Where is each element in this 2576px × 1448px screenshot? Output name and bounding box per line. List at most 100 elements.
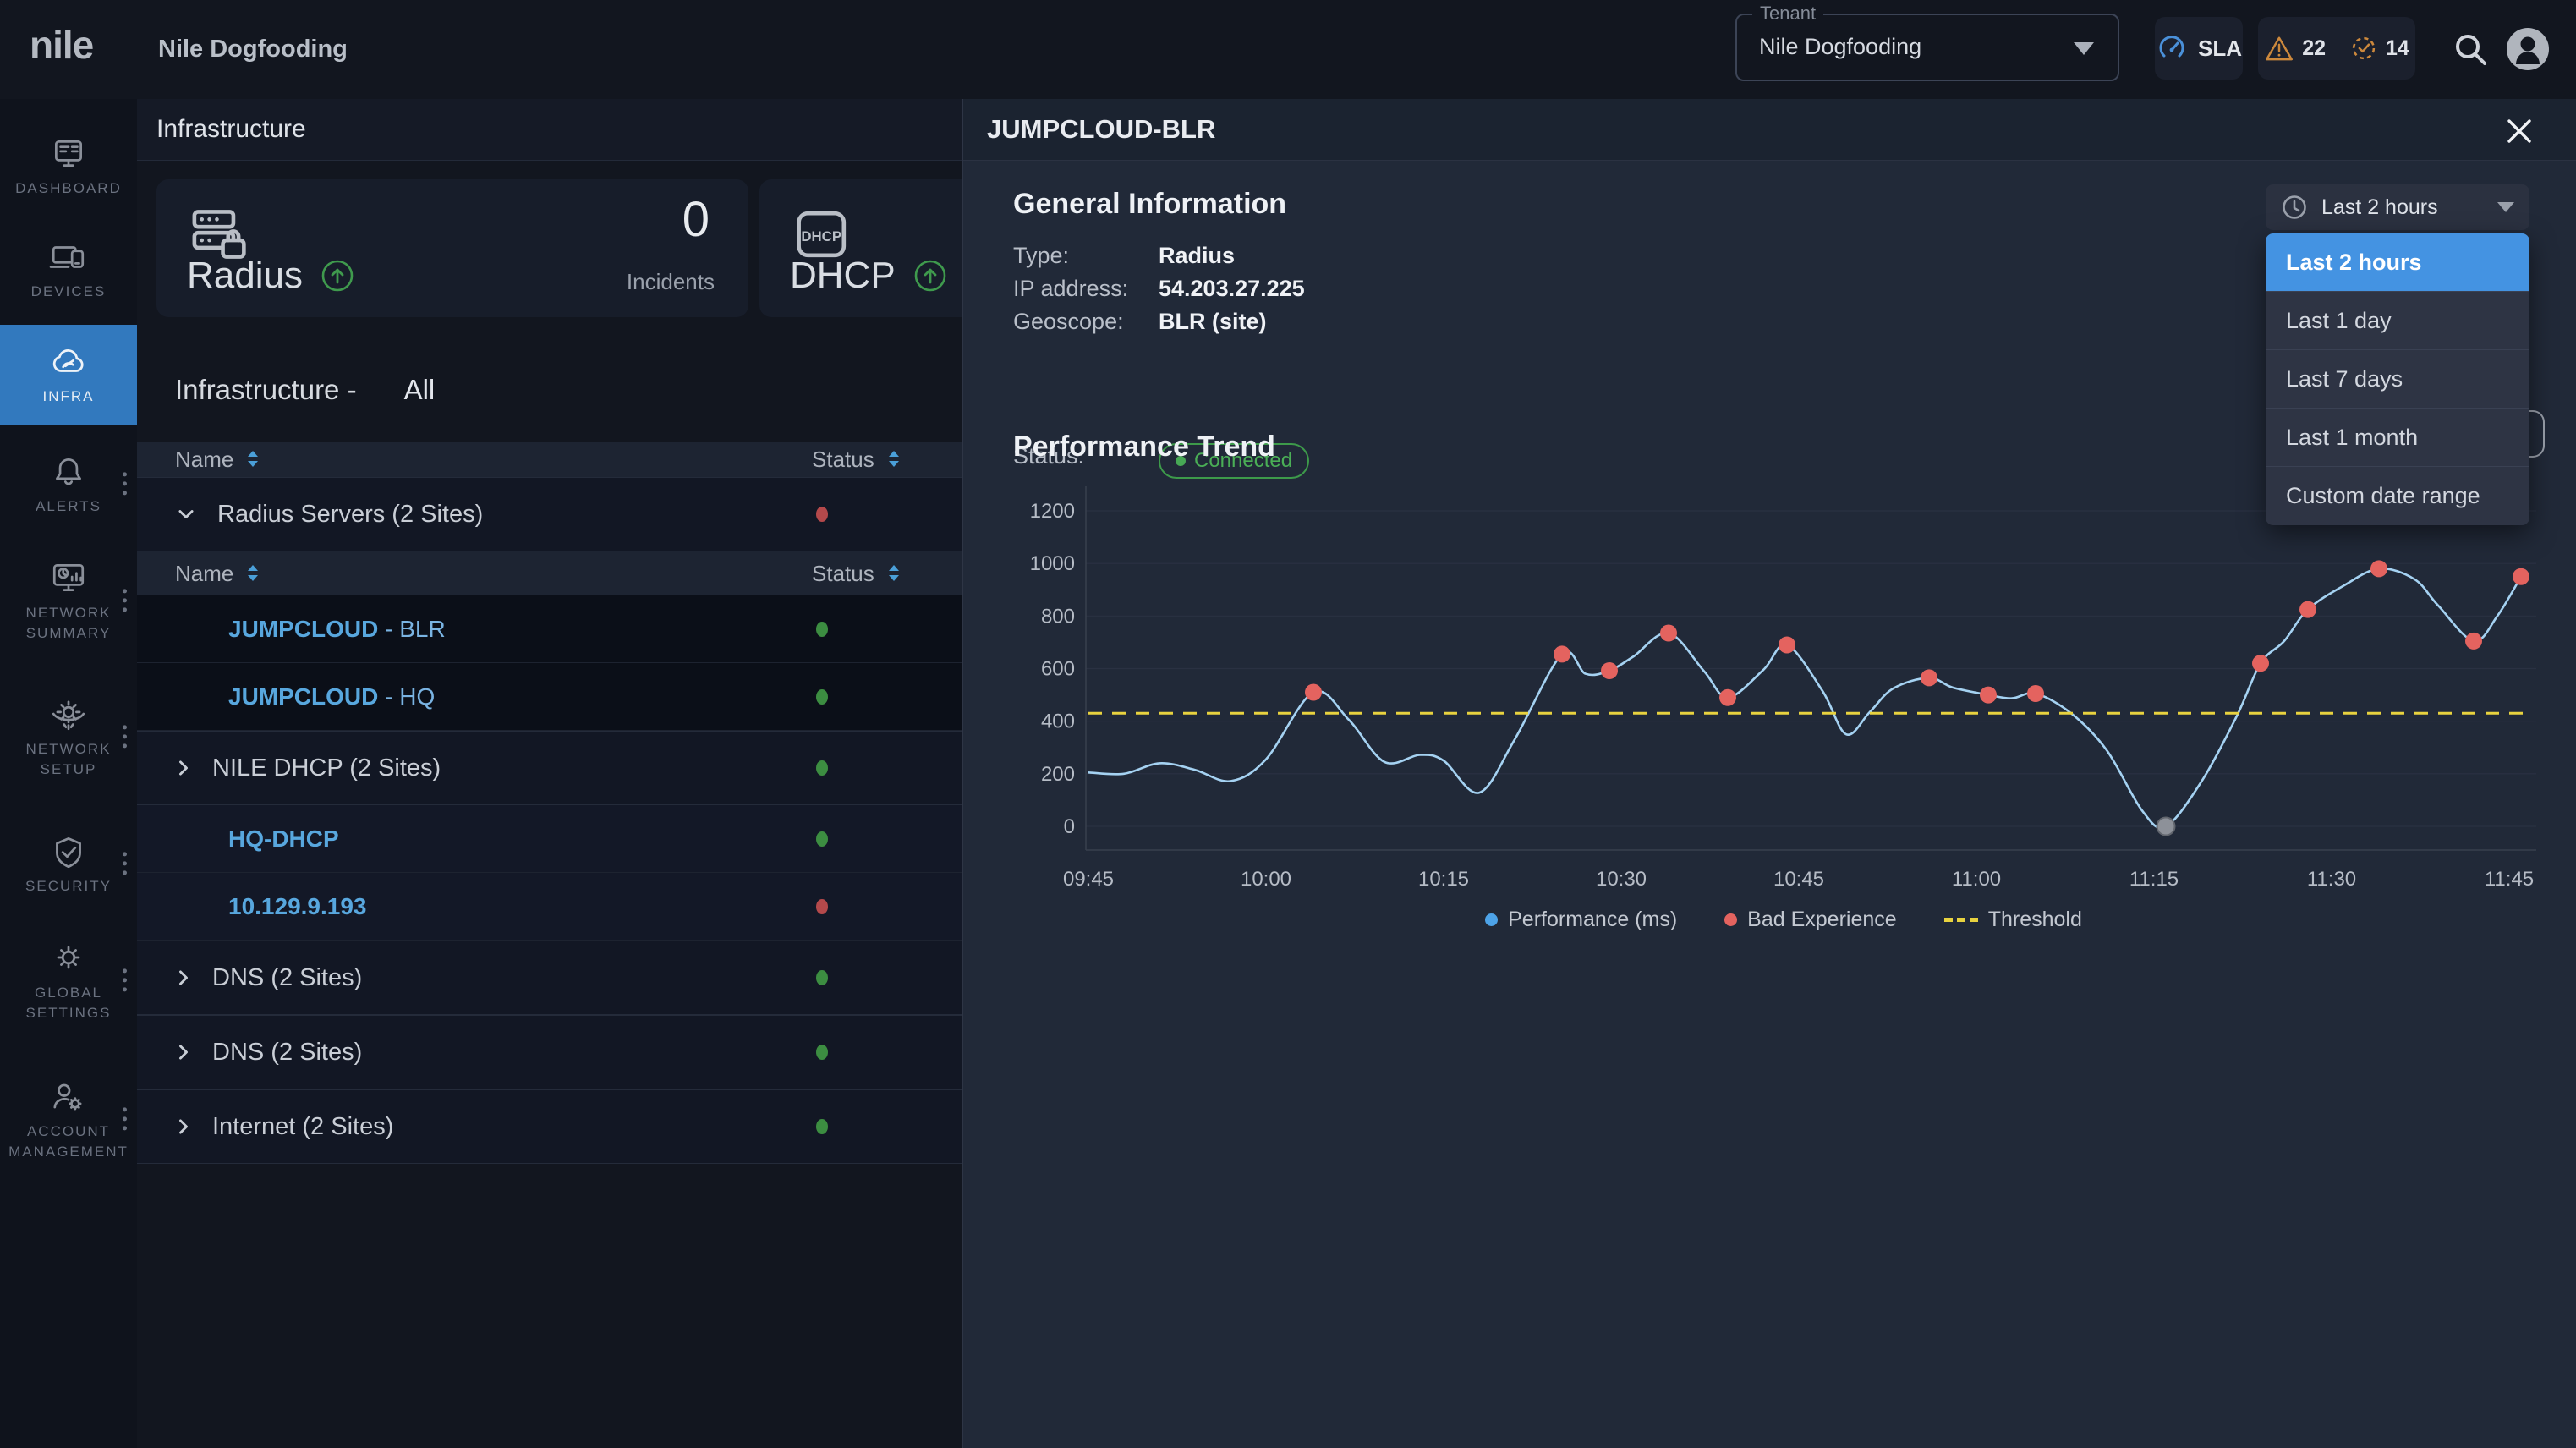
assignments-count-button[interactable]: 14 xyxy=(2338,34,2421,63)
account-management-icon xyxy=(53,1083,82,1111)
sidebar-item-devices[interactable]: DEVICES xyxy=(0,219,137,322)
column-status: Status xyxy=(812,560,874,586)
status-dot-green xyxy=(816,970,828,985)
legend-label: Performance (ms) xyxy=(1508,908,1678,931)
table-header-row: Name Status xyxy=(137,442,962,477)
table-group-row[interactable]: NILE DHCP (2 Sites) xyxy=(137,731,962,805)
legend-item[interactable]: Bad Experience xyxy=(1724,908,1897,932)
table-row-hq-dhcp[interactable]: HQ-DHCP xyxy=(137,805,962,873)
svg-text:0: 0 xyxy=(1064,815,1075,838)
item-overflow-menu-icon[interactable] xyxy=(123,968,127,992)
menu-item-custom-date-range[interactable]: Custom date range xyxy=(2286,483,2480,508)
devices-icon xyxy=(49,246,85,268)
sidebar-item-dashboard[interactable]: DASHBOARD xyxy=(0,116,137,219)
item-overflow-menu-icon[interactable] xyxy=(123,725,127,749)
info-row: Geoscope: BLR (site) xyxy=(1013,309,1267,335)
sidebar-item-label: ALERTS xyxy=(36,498,101,514)
sidebar-item-network-summary[interactable]: NETWORK SUMMARY xyxy=(0,539,137,666)
sla-button[interactable]: SLA xyxy=(2155,17,2243,80)
sidebar-item-security[interactable]: SECURITY xyxy=(0,811,137,919)
sidebar-item-account-management[interactable]: ACCOUNT MANAGEMENT xyxy=(0,1057,137,1184)
sidebar-item-alerts[interactable]: ALERTS xyxy=(0,432,137,539)
alerts-count-button[interactable]: 22 xyxy=(2252,34,2338,63)
sidebar-item-network-setup[interactable]: NETWORK SETUP xyxy=(0,674,137,803)
section-title-text: Infrastructure - xyxy=(175,374,357,405)
topbar: nile Nile Dogfooding Tenant Nile Dogfood… xyxy=(0,0,2576,99)
general-information-heading: General Information xyxy=(1013,188,1287,220)
legend-item[interactable]: Threshold xyxy=(1943,908,2082,932)
svg-text:10:30: 10:30 xyxy=(1596,868,1647,891)
menu-item-last-7-days[interactable]: Last 7 days xyxy=(2266,350,2529,409)
legend-item[interactable]: Performance (ms) xyxy=(1485,908,1677,932)
radius-summary-card[interactable]: Radius 0 Incidents xyxy=(156,179,748,317)
time-range-value: Last 2 hours xyxy=(2321,195,2438,219)
radius-incident-label: Incidents xyxy=(626,269,715,294)
device-link[interactable]: 10.129.9.193 xyxy=(228,892,367,919)
column-status: Status xyxy=(812,446,874,472)
sort-icon[interactable] xyxy=(245,562,260,584)
sort-icon[interactable] xyxy=(886,562,902,584)
section-filter[interactable]: All xyxy=(403,374,436,405)
status-dot-green xyxy=(816,760,828,776)
tenant-select[interactable]: Tenant Nile Dogfooding xyxy=(1735,3,2119,81)
chart-canvas: #3f8cd2" stop-opacity="0.95"/>0200400600… xyxy=(1030,486,2536,891)
group-name: DNS (2 Sites) xyxy=(212,1038,363,1066)
legend-label: Bad Experience xyxy=(1747,908,1897,931)
search-button[interactable] xyxy=(2449,28,2493,72)
table-row-10.129.9.193[interactable]: 10.129.9.193 xyxy=(137,873,962,941)
svg-text:200: 200 xyxy=(1041,763,1075,786)
device-link[interactable]: JUMPCLOUD - HQ xyxy=(228,683,436,710)
close-button[interactable] xyxy=(2501,112,2538,150)
table-group-row[interactable]: Radius Servers (2 Sites) xyxy=(137,477,962,551)
status-badge: Connected xyxy=(1159,443,1310,479)
menu-item-last-1-month[interactable]: Last 1 month xyxy=(2266,409,2529,467)
menu-item-last-2-hours[interactable]: Last 2 hours xyxy=(2266,233,2529,292)
sidebar-item-infra[interactable]: INFRA xyxy=(0,325,137,425)
sort-icon[interactable] xyxy=(886,448,902,470)
table-group-row[interactable]: DNS (2 Sites) xyxy=(137,1015,962,1089)
sidebar-nav: DASHBOARD DEVICES INFRA ALERTS NETWORK SUMMA… xyxy=(0,99,137,1448)
sort-icon[interactable] xyxy=(245,448,260,470)
sidebar-item-label: ACCOUNT MANAGEMENT xyxy=(8,1123,129,1160)
status-dot-green xyxy=(816,831,828,847)
item-overflow-menu-icon[interactable] xyxy=(123,589,127,612)
status-dot-red xyxy=(816,898,828,914)
info-value: Radius xyxy=(1159,243,1236,268)
radius-server-icon xyxy=(187,201,253,267)
table-row-jumpcloud-blr[interactable]: JUMPCLOUD - BLR xyxy=(137,595,962,663)
item-overflow-menu-icon[interactable] xyxy=(123,1107,127,1131)
device-link[interactable]: HQ-DHCP xyxy=(228,825,339,852)
device-link[interactable]: JUMPCLOUD - BLR xyxy=(228,615,446,642)
infrastructure-table: Name Status Radius Servers (2 Sites) Name St… xyxy=(137,442,962,1164)
sidebar-item-global-settings[interactable]: GLOBAL SETTINGS xyxy=(0,919,137,1045)
clock-check-icon xyxy=(2352,36,2376,60)
section-title: Infrastructure - All xyxy=(175,374,435,406)
assignments-count: 14 xyxy=(2386,36,2409,60)
chevron-down-icon xyxy=(178,510,194,518)
legend-dot-icon xyxy=(1485,913,1499,926)
search-icon xyxy=(2456,35,2486,65)
table-group-row[interactable]: Internet (2 Sites) xyxy=(137,1089,962,1164)
svg-text:11:15: 11:15 xyxy=(2129,868,2179,891)
infrastructure-list-panel: Infrastructure Radius 0 Incidents xyxy=(137,99,962,1448)
item-overflow-menu-icon[interactable] xyxy=(123,472,127,496)
sla-label: SLA xyxy=(2198,35,2242,61)
dhcp-summary-card[interactable]: DHCP DHCP xyxy=(759,179,962,317)
status-row: Status: Connected xyxy=(1013,443,1310,479)
item-overflow-menu-icon[interactable] xyxy=(123,852,127,875)
info-value: 54.203.27.225 xyxy=(1159,276,1305,301)
svg-text:1000: 1000 xyxy=(1030,552,1075,575)
menu-item-last-1-day[interactable]: Last 1 day xyxy=(2266,292,2529,350)
radius-incident-count: 0 xyxy=(682,192,710,247)
group-name: Internet (2 Sites) xyxy=(212,1112,394,1140)
security-icon xyxy=(56,837,81,868)
table-row-jumpcloud-hq[interactable]: JUMPCLOUD - HQ xyxy=(137,663,962,731)
legend-dash-icon xyxy=(1943,918,1978,922)
dhcp-card-title: DHCP xyxy=(790,255,896,296)
panel-header: JUMPCLOUD-BLR xyxy=(963,99,2576,161)
avatar[interactable] xyxy=(2505,26,2551,72)
table-group-row[interactable]: DNS (2 Sites) xyxy=(137,941,962,1015)
status-dot-green xyxy=(816,621,828,637)
network-summary-icon xyxy=(52,564,85,591)
time-range-dropdown[interactable]: Last 2 hours xyxy=(2266,184,2529,230)
